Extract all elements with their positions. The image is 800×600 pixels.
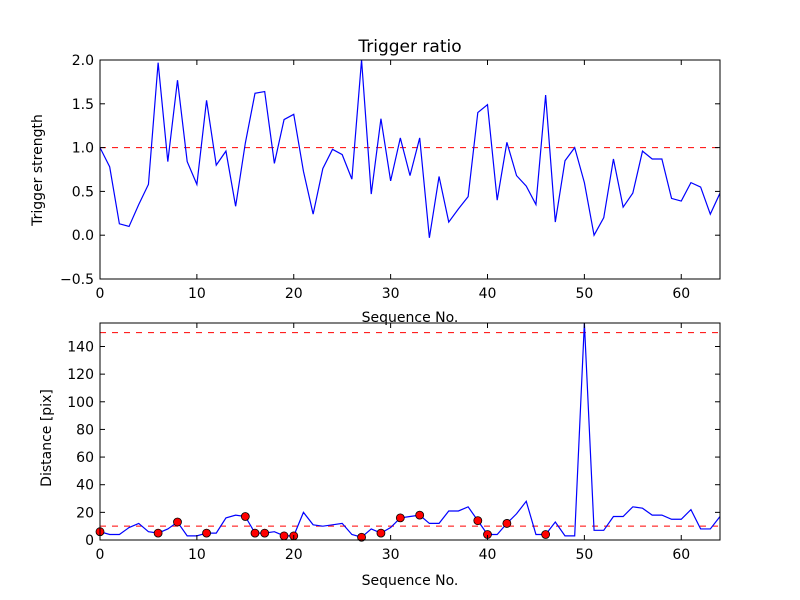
plot-area: 0 10 20 30 40 50 60 −0.5 0.0 0.5 1.0 1.5 2.0 <box>60 53 721 302</box>
data-point-marker <box>376 528 386 538</box>
data-point-marker <box>502 519 512 528</box>
x-tick-label: 20 <box>285 286 303 302</box>
y-tick-label: 60 <box>76 450 94 466</box>
x-tick-label: 40 <box>479 286 497 302</box>
y-tick-label: 140 <box>67 339 94 355</box>
x-tick-label: 50 <box>575 286 593 302</box>
data-point-marker <box>260 528 270 538</box>
data-point-marker <box>541 530 551 539</box>
axes-frame <box>99 322 721 541</box>
y-tick-label: 0.5 <box>72 184 94 200</box>
y-tick-label: 0.0 <box>72 228 94 244</box>
y-tick-label: 1.5 <box>72 97 94 113</box>
data-point-marker <box>357 532 366 542</box>
x-tick-label: 60 <box>672 547 690 563</box>
y-tick-label: 1.0 <box>72 141 94 157</box>
y-tick-label: 20 <box>76 505 94 521</box>
data-point-marker <box>415 510 425 520</box>
y-tick-label: −0.5 <box>60 272 94 288</box>
y-tick-label: 100 <box>67 395 94 411</box>
x-axis-label: Sequence No. <box>362 573 459 589</box>
data-point-marker <box>173 517 182 527</box>
y-tick-label: 80 <box>76 422 94 438</box>
x-tick-label: 20 <box>285 547 303 563</box>
chart-title: Trigger ratio <box>357 37 461 57</box>
data-point-marker <box>153 528 163 538</box>
y-tick-label: 0 <box>85 533 94 549</box>
y-tick-label: 2.0 <box>72 53 94 69</box>
y-axis-label: Distance [pix] <box>39 389 55 487</box>
data-point-marker <box>473 516 483 526</box>
x-tick-label: 50 <box>575 547 593 563</box>
plot-area: 0 10 20 30 40 50 60 0 20 40 60 80 100 120 140 <box>67 322 721 563</box>
x-tick-label: 30 <box>382 286 400 302</box>
x-tick-label: 60 <box>672 286 690 302</box>
x-axis-label-top: Sequence No. <box>362 310 459 326</box>
distance-chart: Sequence No. Sequence No. Distance [pix]… <box>39 310 721 589</box>
x-tick-label: 30 <box>382 547 400 563</box>
y-axis-label: Trigger strength <box>30 114 46 227</box>
axes-frame <box>99 59 721 280</box>
data-point-marker <box>250 528 260 538</box>
x-tick-label: 0 <box>96 286 105 302</box>
data-point-marker <box>240 512 250 521</box>
x-tick-label: 0 <box>96 547 105 563</box>
data-point-marker <box>279 531 289 541</box>
trigger-ratio-chart: Trigger ratio Trigger strength 0 10 20 30 40… <box>30 37 721 302</box>
x-tick-label: 10 <box>188 286 206 302</box>
y-tick-label: 40 <box>76 478 94 494</box>
x-tick-label: 40 <box>479 547 497 563</box>
x-tick-label: 10 <box>188 547 206 563</box>
data-point-marker <box>395 513 405 523</box>
series-line <box>100 60 720 238</box>
data-point-marker <box>202 528 211 538</box>
y-tick-label: 120 <box>67 367 94 383</box>
